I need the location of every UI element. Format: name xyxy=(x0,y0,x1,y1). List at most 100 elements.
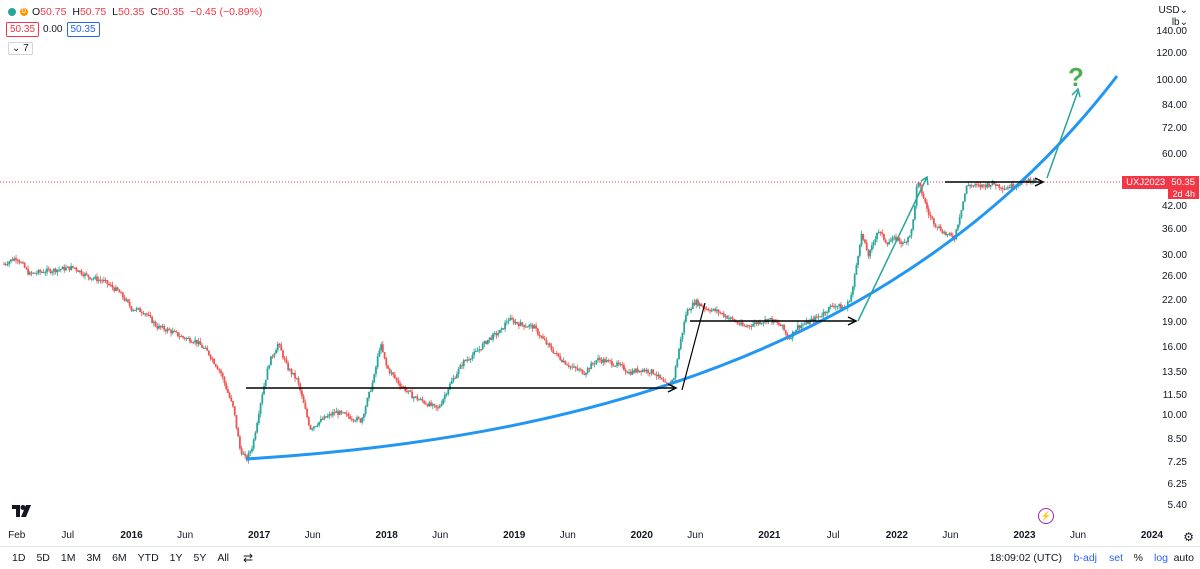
candle-body xyxy=(497,333,500,336)
candle-body xyxy=(481,343,484,350)
candle-body xyxy=(831,305,834,307)
price-tick-label: 42.00 xyxy=(1161,201,1187,213)
candle-body xyxy=(805,321,808,324)
candle-body xyxy=(350,418,353,420)
candle-body xyxy=(270,356,272,366)
candle-body xyxy=(581,369,584,375)
candle-body xyxy=(292,372,295,375)
interval-badge[interactable]: D xyxy=(20,8,28,16)
candle-body xyxy=(798,325,801,329)
candle-body xyxy=(297,378,300,384)
range-button[interactable]: 1M xyxy=(60,552,76,564)
candle-body xyxy=(822,311,825,316)
bid-price[interactable]: 50.35 xyxy=(6,22,40,37)
range-button[interactable]: YTD xyxy=(137,552,159,564)
candle-body xyxy=(569,366,572,368)
tradingview-logo[interactable] xyxy=(12,504,34,522)
percent-toggle[interactable]: % xyxy=(1133,552,1143,564)
candle-body xyxy=(919,182,922,187)
candle-body xyxy=(454,378,457,380)
log-toggle[interactable]: log xyxy=(1153,552,1168,564)
candle-body xyxy=(80,270,83,275)
date-range-icon[interactable]: ⇄ xyxy=(243,551,254,565)
candle-body xyxy=(876,232,878,239)
candle-body xyxy=(865,242,868,251)
candle-body xyxy=(719,312,722,314)
candle-body xyxy=(197,341,200,344)
range-button[interactable]: All xyxy=(217,552,230,564)
candle-body xyxy=(870,245,873,251)
candle-body xyxy=(752,324,754,327)
candle-body xyxy=(471,355,474,359)
candle-body xyxy=(950,233,952,236)
candle-body xyxy=(643,369,646,372)
diagonal-arrow-1 xyxy=(681,302,706,391)
candle-body xyxy=(517,323,520,327)
range-button[interactable]: 6M xyxy=(112,552,127,564)
tag-symbol: UXJ2023 xyxy=(1126,177,1166,188)
settlement-toggle[interactable]: set xyxy=(1108,552,1123,564)
candle-body xyxy=(275,350,277,354)
range-button[interactable]: 3M xyxy=(86,552,102,564)
candle-body xyxy=(44,272,47,274)
candle-body xyxy=(979,184,982,188)
candle-body xyxy=(927,208,930,215)
candle-body xyxy=(228,392,231,398)
candle-body xyxy=(691,302,694,309)
candle-body xyxy=(407,390,410,392)
candle-body xyxy=(130,306,133,311)
candle-body xyxy=(815,316,818,318)
candle-body xyxy=(75,267,78,271)
candle-body xyxy=(328,414,331,416)
currency-selector[interactable]: USD⌄ xyxy=(1158,5,1188,16)
candle-body xyxy=(443,394,446,400)
candle-body xyxy=(144,313,147,315)
ask-price[interactable]: 50.35 xyxy=(66,22,100,37)
range-button[interactable]: 1Y xyxy=(169,552,183,564)
candle-body xyxy=(807,321,810,325)
candle-body xyxy=(54,268,57,273)
unit-selector[interactable]: lb⌄ xyxy=(1171,17,1188,28)
candle-body xyxy=(598,358,601,360)
b-adj-toggle[interactable]: b-adj xyxy=(1073,552,1097,564)
candle-body xyxy=(399,383,401,387)
candle-body xyxy=(934,224,937,227)
candle-body xyxy=(540,335,543,337)
candle-body xyxy=(486,339,489,344)
arrow-head-green-1 xyxy=(920,175,929,186)
candle-body xyxy=(127,299,129,302)
candle-body xyxy=(672,378,675,380)
candle-body xyxy=(943,232,946,234)
time-tick-label: Feb xyxy=(8,530,26,541)
price-tick-label: 16.00 xyxy=(1161,341,1187,353)
indicators-collapse-button[interactable]: ⌄ 7 xyxy=(8,42,33,55)
candle-body xyxy=(321,418,324,420)
range-button[interactable]: 5D xyxy=(36,552,50,564)
settings-gear-icon[interactable]: ⚙ xyxy=(1183,530,1194,544)
candle-body xyxy=(883,233,885,240)
candle-body xyxy=(808,320,811,325)
range-button[interactable]: 5Y xyxy=(193,552,207,564)
candle-body xyxy=(159,325,162,328)
candle-body xyxy=(106,280,109,285)
events-lightning-icon[interactable]: ⚡ xyxy=(1038,508,1054,524)
candle-body xyxy=(447,389,450,395)
candle-body xyxy=(30,272,33,274)
candle-body xyxy=(592,363,594,365)
candle-body xyxy=(879,231,882,233)
price-chart[interactable]: ? xyxy=(0,0,1200,545)
range-button[interactable]: 1D xyxy=(12,552,26,564)
candle-body xyxy=(679,339,682,349)
candle-body xyxy=(232,401,234,407)
candle-body xyxy=(731,317,734,320)
candle-body xyxy=(208,350,210,356)
candle-body xyxy=(779,324,782,327)
bottom-toolbar: 1D 5D 1M 3M 6M YTD 1Y 5Y All ⇄ 18:09:02 (UTC) b-… xyxy=(0,546,1200,569)
candle-body xyxy=(884,239,887,243)
utc-clock[interactable]: 18:09:02 (UTC) xyxy=(989,552,1062,564)
candle-body xyxy=(578,369,581,371)
auto-toggle[interactable]: auto xyxy=(1173,552,1194,564)
candle-body xyxy=(66,266,69,268)
candle-body xyxy=(755,322,758,324)
price-tick-label: 72.00 xyxy=(1161,122,1187,134)
